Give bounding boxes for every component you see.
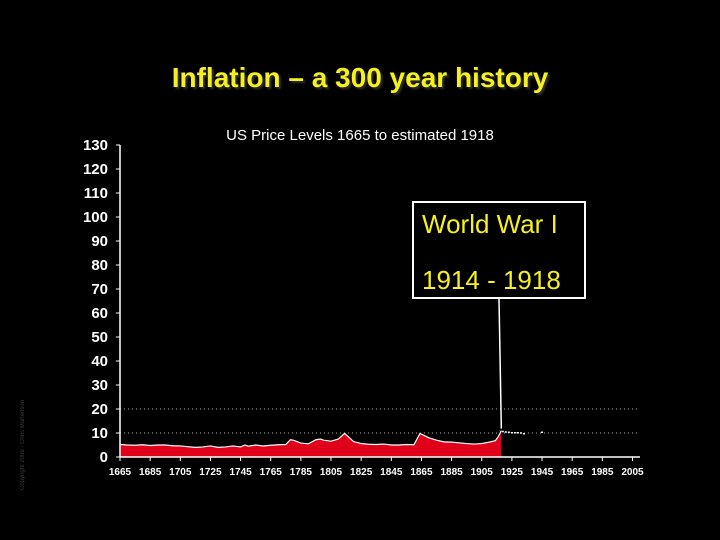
post-war-marker (516, 432, 519, 434)
x-tick-label: 1785 (290, 467, 313, 478)
post-war-marker (510, 432, 513, 434)
callout-pointer (498, 298, 503, 429)
y-tick-label: 110 (84, 185, 108, 202)
chart-title: US Price Levels 1665 to estimated 1918 (226, 127, 494, 144)
price-line (119, 430, 502, 449)
axes (116, 144, 640, 461)
x-tick-label: 1925 (501, 467, 524, 478)
price-area (120, 430, 502, 457)
y-tick-label: 60 (91, 305, 108, 322)
y-tick-label: 80 (91, 257, 108, 274)
y-tick-label: 100 (83, 209, 108, 226)
x-tick-label: 1985 (591, 467, 614, 478)
x-tick-label: 1825 (350, 467, 373, 478)
post-war-marker (504, 431, 507, 433)
post-war-marker (522, 432, 525, 435)
x-tick-label: 1905 (471, 467, 494, 478)
y-tick-label: 130 (83, 137, 108, 154)
price-area-layer (119, 430, 502, 457)
y-tick-label: 120 (83, 161, 108, 178)
y-tick-label: 90 (91, 233, 108, 250)
x-tick-label: 1965 (561, 467, 584, 478)
y-tick-label: 50 (91, 329, 108, 346)
x-tick-label: 1805 (320, 467, 343, 478)
y-tick-label: 20 (91, 401, 108, 418)
x-tick-label: 1665 (109, 467, 132, 478)
post-war-markers (501, 430, 544, 435)
slide-title: Inflation – a 300 year history (171, 62, 549, 93)
y-tick-labels: 0 10 20 30 40 50 60 70 80 90 100 110 120 130 (83, 137, 108, 466)
y-tick-label: 30 (91, 377, 108, 394)
x-tick-label: 1765 (260, 467, 283, 478)
post-war-marker (541, 431, 544, 434)
x-tick-label: 1725 (199, 467, 222, 478)
x-tick-label: 1705 (169, 467, 192, 478)
y-tick-label: 70 (91, 281, 108, 298)
x-tick-label: 1745 (229, 467, 252, 478)
y-tick-label: 40 (91, 353, 108, 370)
post-war-marker (519, 432, 522, 434)
ww1-callout-box: World War I 1914 - 1918 (412, 201, 586, 299)
post-war-marker (507, 431, 510, 434)
callout-line-2: 1914 - 1918 (422, 265, 561, 295)
x-tick-label: 1845 (380, 467, 403, 478)
reference-lines (120, 408, 640, 434)
x-tick-label: 1865 (410, 467, 433, 478)
post-war-marker (501, 430, 504, 433)
y-tick-label: 0 (100, 449, 108, 466)
y-tick-label: 10 (91, 425, 108, 442)
x-tick-label: 1885 (440, 467, 463, 478)
x-tick-label: 1945 (531, 467, 554, 478)
x-tick-labels: 1665 1685 1705 1725 1745 1765 1785 1805 1825 1845… (109, 467, 644, 478)
x-tick-label: 2005 (621, 467, 644, 478)
x-tick-label: 1685 (139, 467, 162, 478)
callout-line-1: World War I (422, 209, 558, 239)
post-war-marker (513, 432, 516, 434)
